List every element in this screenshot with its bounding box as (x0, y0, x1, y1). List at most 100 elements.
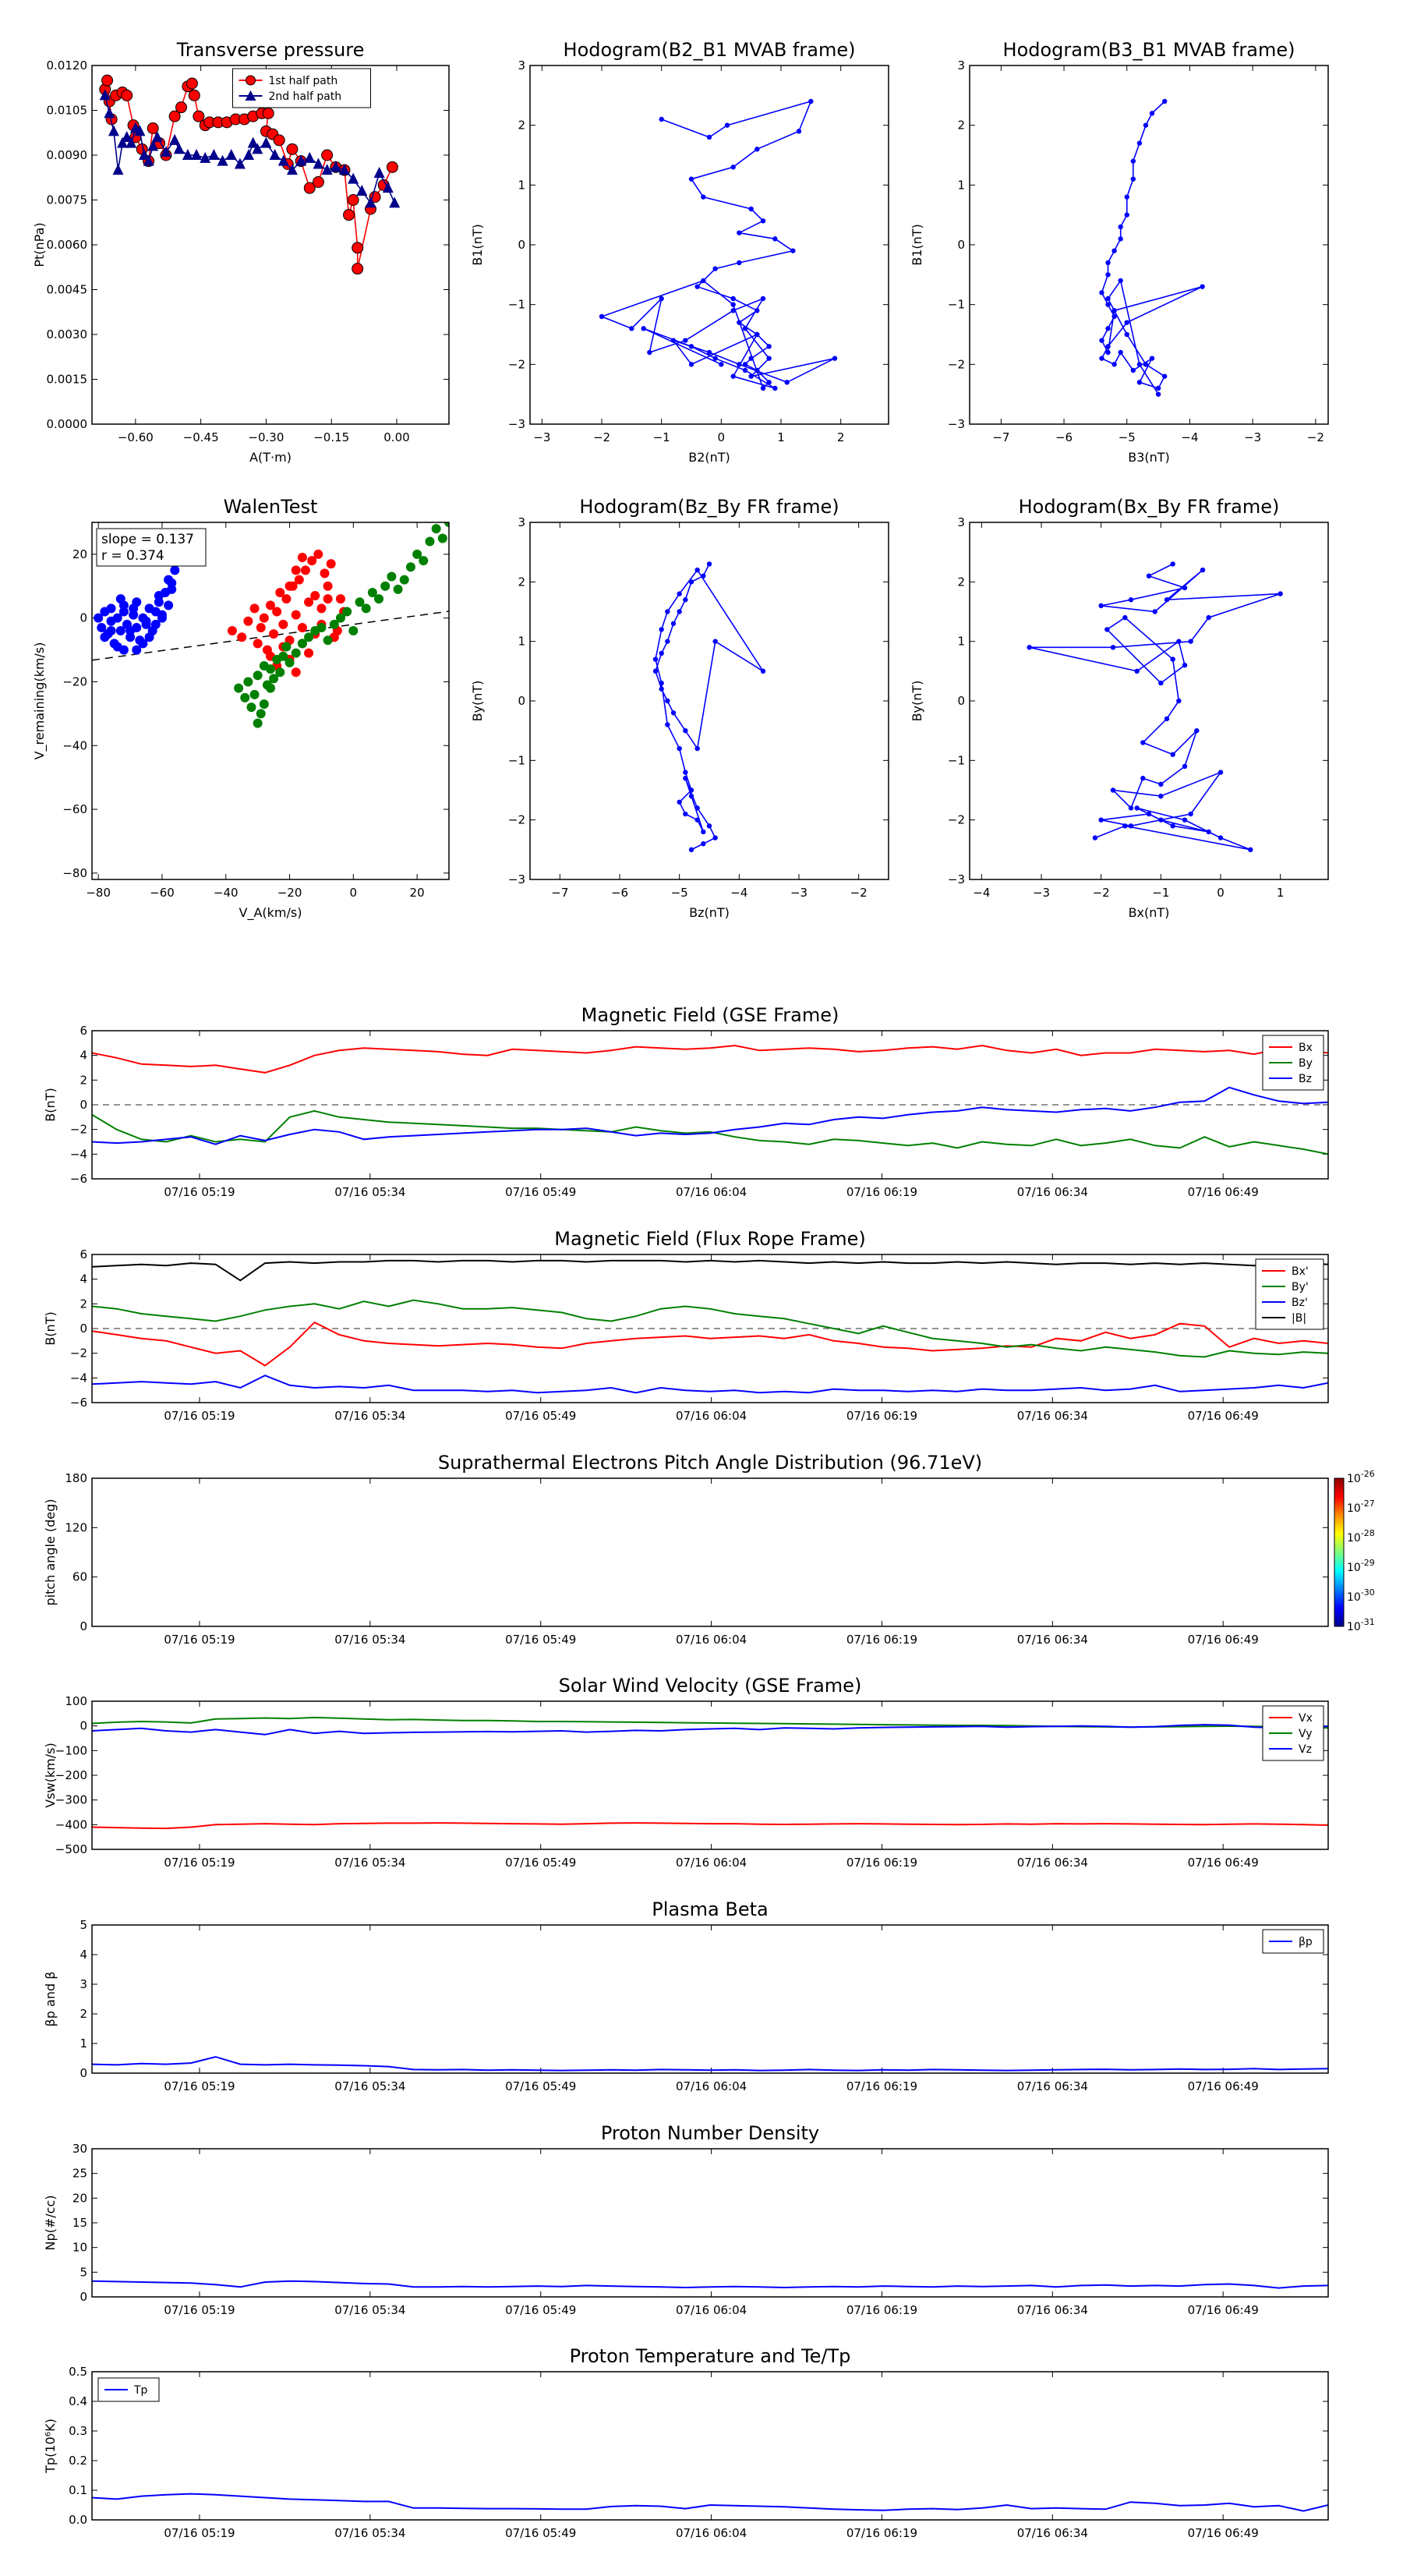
y-axis-label: B(nT) (43, 1088, 58, 1121)
series-by (92, 1109, 1328, 1155)
data-point (665, 639, 670, 644)
x-axis-label: B3(nT) (1128, 450, 1170, 465)
walen-test-panel: WalenTest −80 −60 −40 −20 0 20 −80 −60 −40 −20 0 20 V… (32, 496, 450, 921)
data-point (688, 344, 694, 349)
data-point (150, 619, 161, 629)
y-axis-label: By(nT) (470, 681, 485, 722)
data-point (1130, 367, 1136, 373)
data-point (112, 642, 122, 652)
series-0 (599, 98, 838, 391)
y-tick-label: 4 (80, 1049, 87, 1063)
data-point (365, 196, 376, 208)
data-point (706, 823, 712, 829)
y-tick-label: −6 (70, 1396, 87, 1410)
data-point (748, 206, 754, 212)
data-point (694, 567, 700, 573)
plot-area (1027, 561, 1283, 853)
data-point (712, 639, 718, 644)
y-tick-label: 1 (957, 178, 965, 192)
data-point (790, 248, 796, 253)
data-point (688, 793, 694, 799)
data-point (141, 616, 151, 626)
data-point (173, 143, 185, 154)
hodogram-bz-by-panel: Hodogram(Bz_By FR frame) −3 −2 −1 0 1 2 3 −7 −6 −5… (470, 496, 889, 920)
data-point (730, 302, 736, 307)
data-point (323, 635, 333, 646)
legend: Vx Vy Vz (1262, 1705, 1324, 1761)
data-point (243, 616, 253, 626)
data-point (688, 579, 694, 585)
data-point (742, 362, 748, 367)
y-tick-label: −40 (62, 738, 87, 752)
data-point (284, 657, 295, 667)
data-point (374, 594, 384, 604)
x-tick-label: −80 (86, 886, 111, 900)
y-axis-label: B(nT) (43, 1311, 58, 1345)
data-point (352, 263, 364, 275)
data-point (701, 829, 706, 835)
data-point (1161, 98, 1168, 104)
data-point (237, 632, 247, 642)
data-point (295, 154, 307, 166)
data-point (694, 745, 700, 752)
data-point (286, 164, 298, 175)
data-point (269, 149, 281, 160)
series-0 (652, 561, 766, 853)
data-point (437, 533, 447, 543)
x-tick-label: 07/16 06:04 (676, 1633, 747, 1647)
data-point (784, 380, 790, 385)
data-point (748, 356, 754, 361)
data-point (104, 107, 115, 119)
data-point (1158, 817, 1164, 823)
y-tick-label: 30 (72, 2142, 87, 2156)
data-point (125, 136, 137, 148)
x-tick-label: −0.30 (248, 430, 284, 444)
chart-title: Solar Wind Velocity (GSE Frame) (559, 1675, 862, 1697)
series-2 (234, 522, 449, 728)
y-tick-label: 3 (518, 515, 525, 529)
data-point (154, 591, 164, 601)
legend-box (232, 68, 371, 108)
data-point (259, 661, 269, 671)
data-point (121, 131, 133, 142)
y-tick-label: 4 (80, 1948, 87, 1962)
data-point (712, 356, 718, 361)
data-point (164, 600, 174, 610)
legend-label: |B| (1292, 1312, 1306, 1325)
data-point (167, 578, 177, 588)
colorbar-label: 10-29 (1347, 1558, 1375, 1574)
plot-area (92, 2493, 1328, 2512)
data-point (760, 218, 766, 224)
x-tick-label: −60 (150, 886, 175, 900)
y-tick-label: −200 (55, 1768, 87, 1782)
x-tick-label: 1 (777, 430, 785, 444)
y-tick-label: −2 (948, 357, 965, 371)
data-point (312, 176, 324, 188)
y-tick-label: −20 (62, 674, 87, 688)
x-axis-label: V_A(km/s) (239, 905, 302, 921)
data-point (225, 149, 237, 160)
data-point (677, 745, 682, 752)
data-point (281, 594, 292, 604)
data-point (118, 607, 129, 617)
data-point (652, 656, 659, 662)
data-point (256, 622, 266, 632)
data-point (694, 284, 700, 289)
data-point (294, 575, 304, 585)
data-point (832, 356, 838, 361)
y-tick-label: 3 (957, 58, 965, 73)
chart-title: Proton Number Density (601, 2122, 819, 2144)
y-tick-label: 0.4 (69, 2394, 87, 2408)
series-line (92, 2280, 1328, 2289)
y-tick-label: 5 (80, 1918, 87, 1932)
data-point (147, 122, 159, 134)
data-point (683, 811, 688, 817)
chart-title: Suprathermal Electrons Pitch Angle Distr… (438, 1452, 982, 1474)
data-point (1149, 111, 1155, 116)
y-tick-label: −2 (70, 1123, 87, 1137)
legend-label: Bx' (1292, 1265, 1309, 1278)
x-tick-label: 07/16 06:19 (846, 1185, 917, 1199)
x-tick-label: 07/16 06:49 (1188, 1185, 1259, 1199)
data-point (297, 622, 307, 632)
y-axis-label: Pt(nPa) (32, 222, 47, 267)
